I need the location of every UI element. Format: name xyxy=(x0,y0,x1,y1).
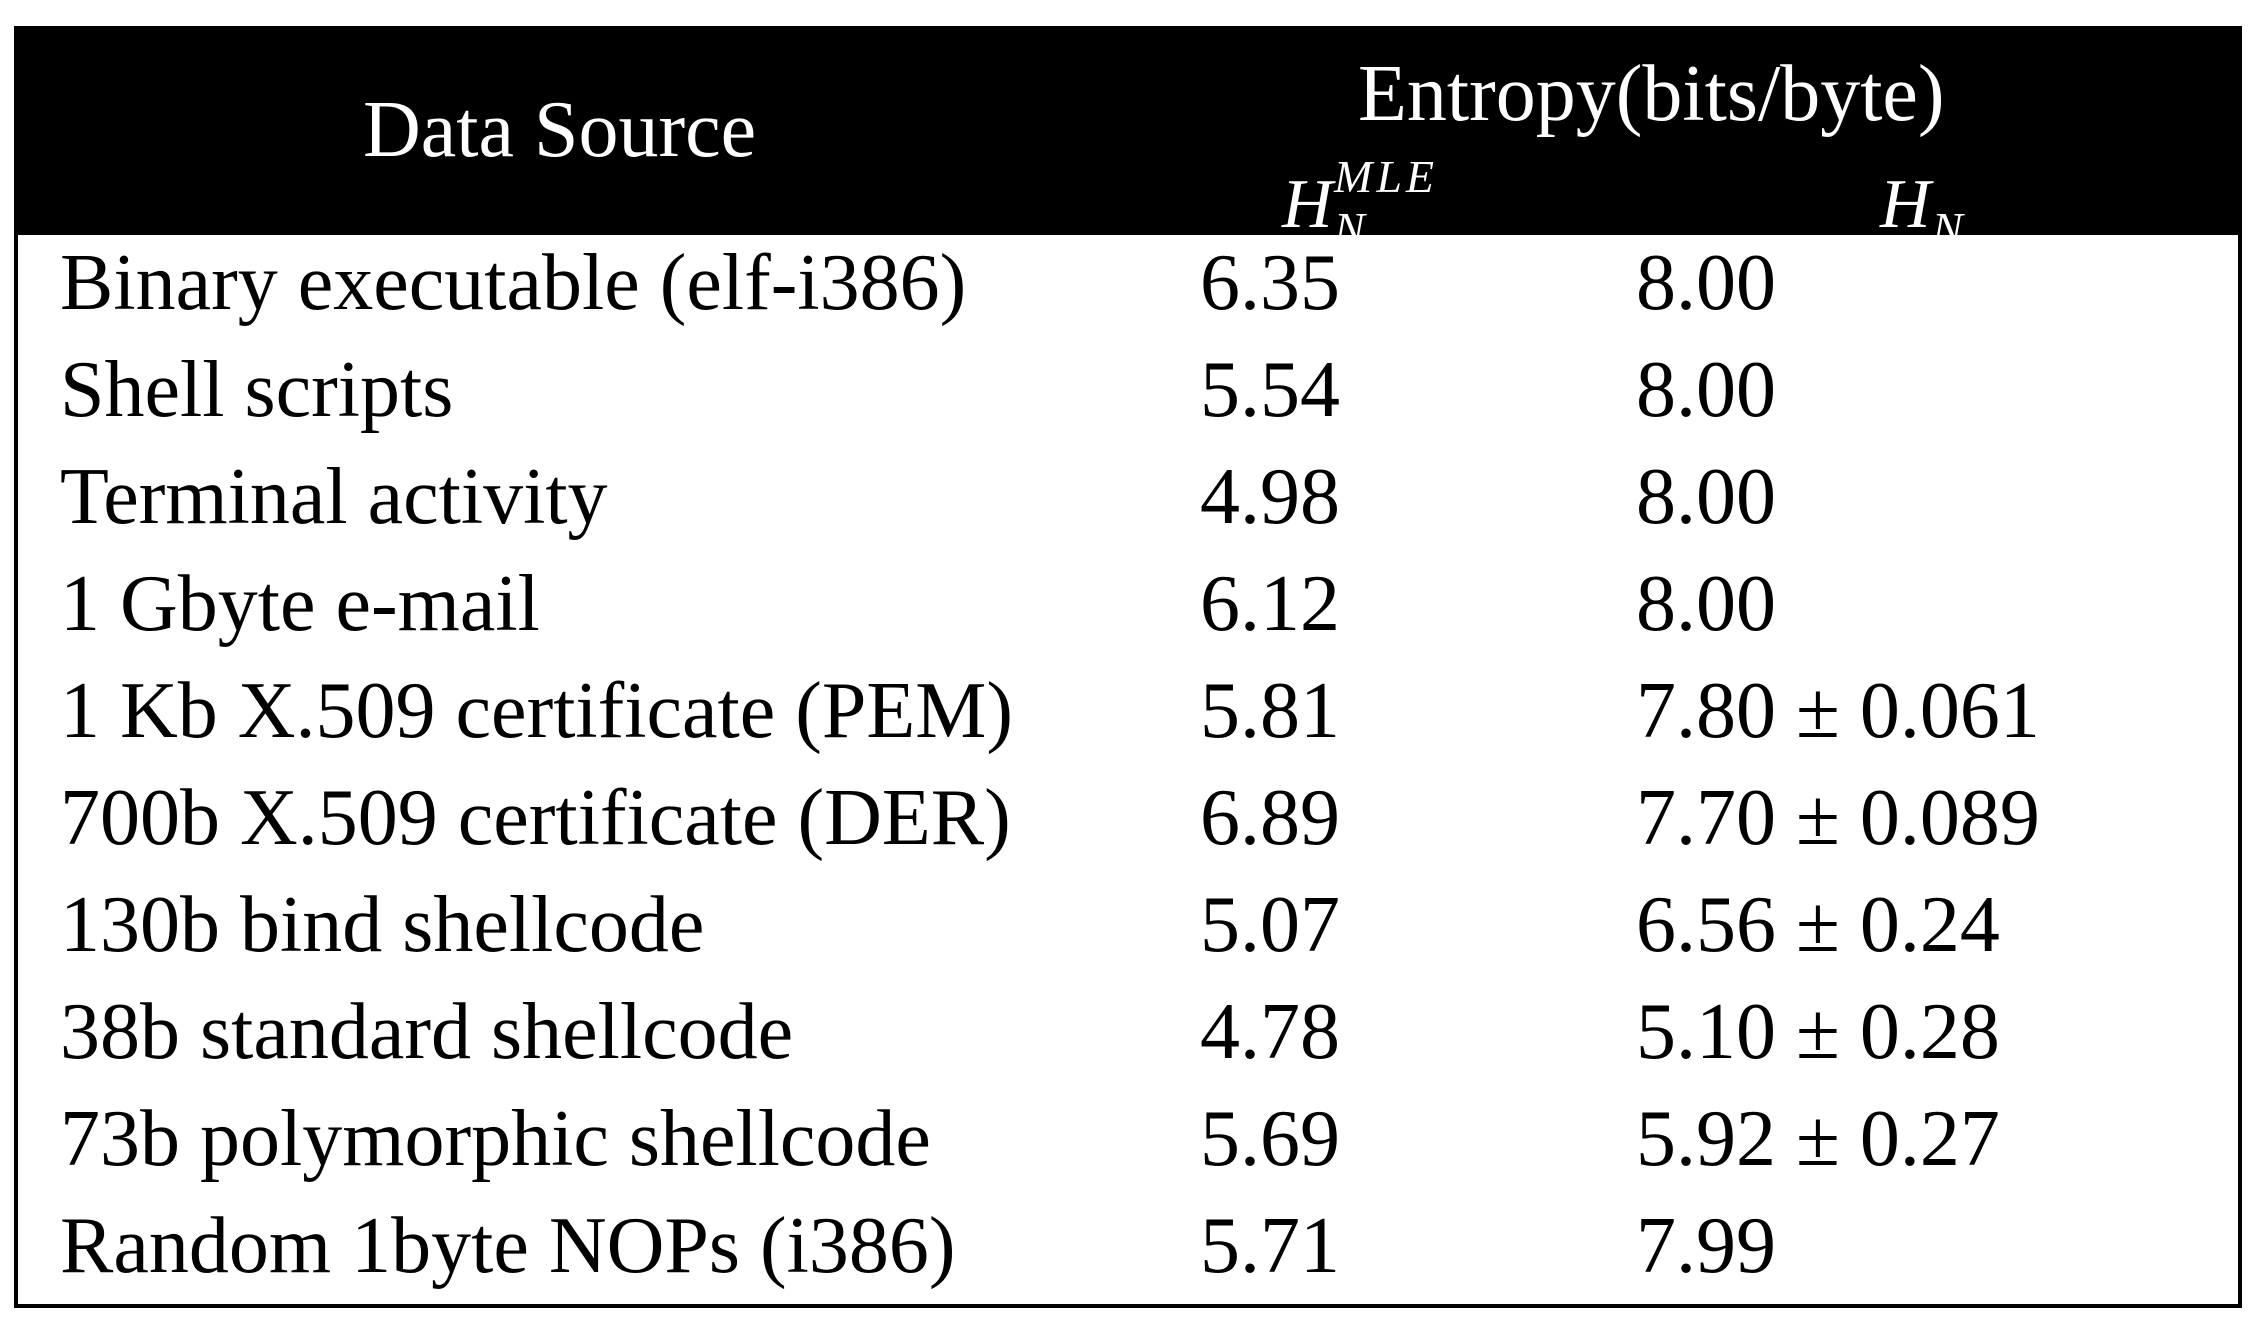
cell-h-n-mle: 5.81 xyxy=(1200,667,1340,755)
table-header: Data Source Entropy(bits/byte) H MLE N H… xyxy=(18,30,2238,252)
cell-h-n: 8.00 xyxy=(1636,560,1776,648)
table-row: Random 1byte NOPs (i386) 5.71 7.99 xyxy=(18,1198,2238,1305)
header-h-n-base: H xyxy=(1880,166,1931,243)
cell-data-source: Random 1byte NOPs (i386) xyxy=(60,1202,956,1290)
table-row: 73b polymorphic shellcode 5.69 5.92 ± 0.… xyxy=(18,1091,2238,1198)
table-row: 38b standard shellcode 4.78 5.10 ± 0.28 xyxy=(18,984,2238,1091)
cell-h-n-mle: 6.12 xyxy=(1200,560,1340,648)
cell-h-n: 7.99 xyxy=(1636,1202,1776,1290)
cell-data-source: 1 Gbyte e-mail xyxy=(60,560,540,648)
cell-h-n-mle: 5.71 xyxy=(1200,1202,1340,1290)
cell-data-source: Shell scripts xyxy=(60,346,454,434)
header-entropy: Entropy(bits/byte) xyxy=(1358,50,1945,138)
header-h-n: H N xyxy=(1880,170,1963,252)
cell-h-n-mle: 5.69 xyxy=(1200,1095,1340,1183)
cell-h-n: 5.10 ± 0.28 xyxy=(1636,988,2000,1076)
cell-data-source: 1 Kb X.509 certificate (PEM) xyxy=(60,667,1014,755)
table-row: 1 Kb X.509 certificate (PEM) 5.81 7.80 ±… xyxy=(18,663,2238,770)
cell-h-n: 6.56 ± 0.24 xyxy=(1636,881,2000,969)
cell-h-n: 8.00 xyxy=(1636,453,1776,541)
table-row: 1 Gbyte e-mail 6.12 8.00 xyxy=(18,556,2238,663)
header-h-n-mle-base: H xyxy=(1282,166,1333,243)
cell-data-source: Binary executable (elf-i386) xyxy=(60,239,967,327)
cell-data-source: Terminal activity xyxy=(60,453,608,541)
cell-h-n-mle: 6.89 xyxy=(1200,774,1340,862)
entropy-table: Data Source Entropy(bits/byte) H MLE N H… xyxy=(14,26,2242,1308)
cell-h-n-mle: 5.54 xyxy=(1200,346,1340,434)
cell-h-n: 7.70 ± 0.089 xyxy=(1636,774,2040,862)
header-h-n-mle-sub: N xyxy=(1334,203,1365,254)
cell-h-n-mle: 4.98 xyxy=(1200,453,1340,541)
cell-h-n-mle: 6.35 xyxy=(1200,239,1340,327)
table-row: 130b bind shellcode 5.07 6.56 ± 0.24 xyxy=(18,877,2238,984)
cell-h-n: 5.92 ± 0.27 xyxy=(1636,1095,2000,1183)
header-data-source: Data Source xyxy=(363,86,757,174)
cell-h-n-mle: 5.07 xyxy=(1200,881,1340,969)
header-h-n-mle-sup: MLE xyxy=(1334,151,1438,202)
table-body: Binary executable (elf-i386) 6.35 8.00 S… xyxy=(18,235,2238,1305)
table-row: Shell scripts 5.54 8.00 xyxy=(18,342,2238,449)
cell-h-n: 8.00 xyxy=(1636,239,1776,327)
table-row: 700b X.509 certificate (DER) 6.89 7.70 ±… xyxy=(18,770,2238,877)
cell-data-source: 700b X.509 certificate (DER) xyxy=(60,774,1011,862)
cell-h-n: 8.00 xyxy=(1636,346,1776,434)
cell-data-source: 38b standard shellcode xyxy=(60,988,794,1076)
cell-h-n: 7.80 ± 0.061 xyxy=(1636,667,2040,755)
table-row: Binary executable (elf-i386) 6.35 8.00 xyxy=(18,235,2238,342)
cell-data-source: 73b polymorphic shellcode xyxy=(60,1095,931,1183)
header-h-n-sub: N xyxy=(1932,203,1963,254)
header-h-n-mle: H MLE N xyxy=(1282,154,1434,252)
cell-h-n-mle: 4.78 xyxy=(1200,988,1340,1076)
table-row: Terminal activity 4.98 8.00 xyxy=(18,449,2238,556)
cell-data-source: 130b bind shellcode xyxy=(60,881,705,969)
